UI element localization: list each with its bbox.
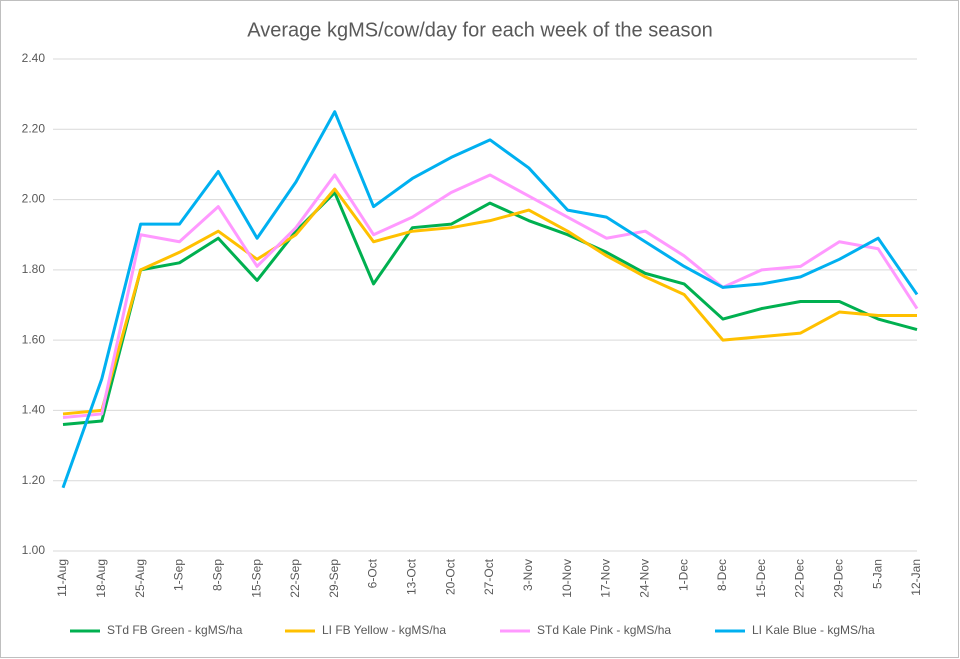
series-line xyxy=(62,191,918,426)
x-tick-label: 13-Oct xyxy=(405,558,419,595)
series-line xyxy=(62,173,919,419)
x-tick-label: 27-Oct xyxy=(482,558,496,595)
y-tick-label: 2.00 xyxy=(22,192,46,206)
x-tick-label: 5-Jan xyxy=(870,559,884,589)
x-tick-label: 29-Sep xyxy=(327,559,341,598)
x-tick-label: 1-Dec xyxy=(676,559,690,591)
x-tick-label: 15-Sep xyxy=(249,559,263,598)
y-tick-label: 2.20 xyxy=(22,121,46,135)
y-tick-label: 1.00 xyxy=(22,543,46,557)
x-tick-label: 22-Dec xyxy=(793,559,807,598)
x-tick-label: 10-Nov xyxy=(560,559,574,598)
series-line xyxy=(62,187,917,416)
legend-label: STd FB Green - kgMS/ha xyxy=(107,623,243,637)
x-tick-label: 20-Oct xyxy=(443,558,457,595)
x-tick-label: 22-Sep xyxy=(288,559,302,598)
x-tick-label: 12-Jan xyxy=(909,559,923,596)
y-tick-label: 1.20 xyxy=(22,473,46,487)
legend-label: LI FB Yellow - kgMS/ha xyxy=(322,623,446,637)
x-tick-label: 3-Nov xyxy=(521,559,535,591)
y-tick-label: 2.40 xyxy=(22,51,46,65)
x-tick-label: 17-Nov xyxy=(599,559,613,598)
y-tick-label: 1.80 xyxy=(22,262,46,276)
x-tick-label: 11-Aug xyxy=(55,559,69,597)
x-tick-label: 8-Sep xyxy=(210,559,224,591)
legend-label: STd Kale Pink - kgMS/ha xyxy=(537,623,671,637)
x-tick-label: 8-Dec xyxy=(715,559,729,591)
series-line xyxy=(61,110,919,489)
legend-label: LI Kale Blue - kgMS/ha xyxy=(752,623,875,637)
x-tick-label: 25-Aug xyxy=(133,559,147,598)
x-tick-label: 18-Aug xyxy=(94,559,108,598)
x-tick-label: 1-Sep xyxy=(172,559,186,591)
y-tick-label: 1.60 xyxy=(22,332,46,346)
x-tick-label: 15-Dec xyxy=(754,559,768,598)
x-tick-label: 29-Dec xyxy=(832,559,846,598)
y-tick-label: 1.40 xyxy=(22,403,46,417)
x-tick-label: 24-Nov xyxy=(637,559,651,598)
x-tick-label: 6-Oct xyxy=(366,558,380,588)
chart-title: Average kgMS/cow/day for each week of th… xyxy=(247,19,712,41)
